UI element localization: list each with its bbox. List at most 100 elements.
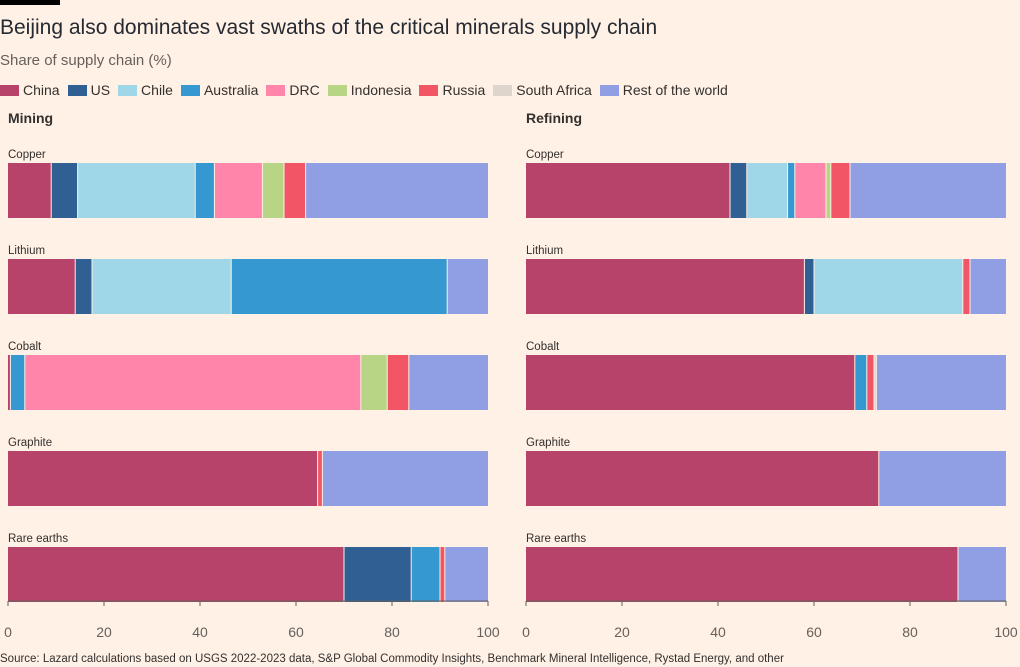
bar-segment — [794, 163, 826, 218]
bar-segment — [850, 163, 1006, 218]
bar-segment — [854, 355, 867, 410]
legend-item: Rest of the world — [599, 82, 728, 98]
legend-swatch — [0, 84, 19, 96]
bar-segment — [874, 355, 877, 410]
x-tick-label: 0 — [4, 624, 12, 640]
bar-segment — [447, 259, 488, 314]
legend-label: Indonesia — [350, 82, 412, 98]
bar-segment — [284, 163, 306, 218]
x-tick-label: 20 — [614, 624, 630, 640]
bar-segment — [92, 259, 232, 314]
bar-segment — [8, 355, 11, 410]
source-note: Source: Lazard calculations based on USG… — [0, 653, 784, 665]
x-tick-label: 40 — [710, 624, 726, 640]
bar-segment — [440, 547, 445, 602]
x-tick-label: 100 — [994, 624, 1018, 640]
chart-panel: Refining Copper Lithium Cobalt Graphite Rare … — [522, 110, 1018, 640]
bar-segment — [75, 259, 92, 314]
bar-segment — [8, 547, 344, 602]
legend-label: Chile — [141, 82, 173, 98]
bar-segment — [317, 451, 323, 506]
x-tick-label: 100 — [476, 624, 500, 640]
bar-segment — [526, 259, 805, 314]
category-label: Lithium — [526, 245, 563, 257]
x-tick-label: 80 — [902, 624, 918, 640]
category-label: Cobalt — [526, 341, 560, 353]
legend-swatch — [118, 84, 138, 96]
bar-segment — [51, 163, 78, 218]
bar-segment — [866, 355, 874, 410]
bar-segment — [305, 163, 488, 218]
legend-swatch — [493, 84, 513, 96]
bar-segment — [214, 163, 263, 218]
legend-item: China — [0, 82, 60, 98]
bar-segment — [24, 355, 361, 410]
bar-segment — [876, 355, 1006, 410]
bar-segment — [526, 163, 730, 218]
legend-item: US — [67, 82, 111, 98]
bar-segment — [408, 355, 488, 410]
x-tick-label: 60 — [288, 624, 304, 640]
chart-panel: Mining Copper Lithium Cobalt Graphite Rare ea… — [4, 110, 500, 640]
bar-segment — [826, 163, 831, 218]
legend-item: Russia — [419, 82, 485, 98]
category-label: Copper — [526, 149, 564, 161]
bar-segment — [322, 451, 488, 506]
bar-segment — [526, 355, 855, 410]
bar-segment — [8, 451, 318, 506]
bar-segment — [526, 451, 879, 506]
bar-segment — [231, 259, 448, 314]
legend-label: Australia — [203, 82, 259, 98]
category-label: Cobalt — [8, 341, 42, 353]
bar-segment — [360, 355, 388, 410]
bar-segment — [262, 163, 284, 218]
legend-label: South Africa — [516, 82, 592, 98]
legend-swatch — [419, 84, 439, 96]
legend-swatch — [599, 84, 619, 96]
bar-segment — [8, 163, 52, 218]
bar-segment — [526, 547, 958, 602]
x-tick-label: 60 — [806, 624, 822, 640]
chart-title: Beijing also dominates vast swaths of th… — [0, 16, 658, 39]
bar-segment — [730, 163, 747, 218]
x-tick-label: 40 — [192, 624, 208, 640]
legend-label: China — [23, 82, 60, 98]
panel-title: Refining — [526, 110, 582, 126]
bar-segment — [387, 355, 409, 410]
category-label: Rare earths — [526, 533, 586, 545]
legend-label: Rest of the world — [622, 82, 728, 98]
brand-bar — [0, 0, 60, 5]
legend-swatch — [327, 84, 347, 96]
legend-swatch — [180, 84, 200, 96]
bar-segment — [411, 547, 440, 602]
x-tick-label: 80 — [384, 624, 400, 640]
legend-item: South Africa — [493, 82, 592, 98]
bar-segment — [970, 259, 1006, 314]
legend: China US Chile Australia DRC Indonesia Russia S… — [0, 80, 736, 100]
category-label: Copper — [8, 149, 46, 161]
bar-segment — [77, 163, 196, 218]
bar-segment — [746, 163, 788, 218]
legend-item: Indonesia — [327, 82, 412, 98]
legend-swatch — [266, 84, 286, 96]
bar-segment — [962, 259, 970, 314]
bar-segment — [958, 547, 1006, 602]
legend-item: Australia — [180, 82, 259, 98]
bar-segment — [804, 259, 814, 314]
category-label: Graphite — [8, 437, 52, 449]
category-label: Rare earths — [8, 533, 68, 545]
bar-segment — [444, 547, 488, 602]
x-tick-label: 20 — [96, 624, 112, 640]
legend-label: Russia — [442, 82, 486, 98]
category-label: Lithium — [8, 245, 45, 257]
bar-segment — [344, 547, 412, 602]
category-label: Graphite — [526, 437, 570, 449]
bar-segment — [814, 259, 963, 314]
bar-segment — [878, 451, 1006, 506]
bar-segment — [195, 163, 215, 218]
legend-label: US — [90, 82, 111, 98]
bar-segment — [8, 259, 76, 314]
legend-swatch — [67, 84, 87, 96]
legend-item: DRC — [266, 82, 320, 98]
